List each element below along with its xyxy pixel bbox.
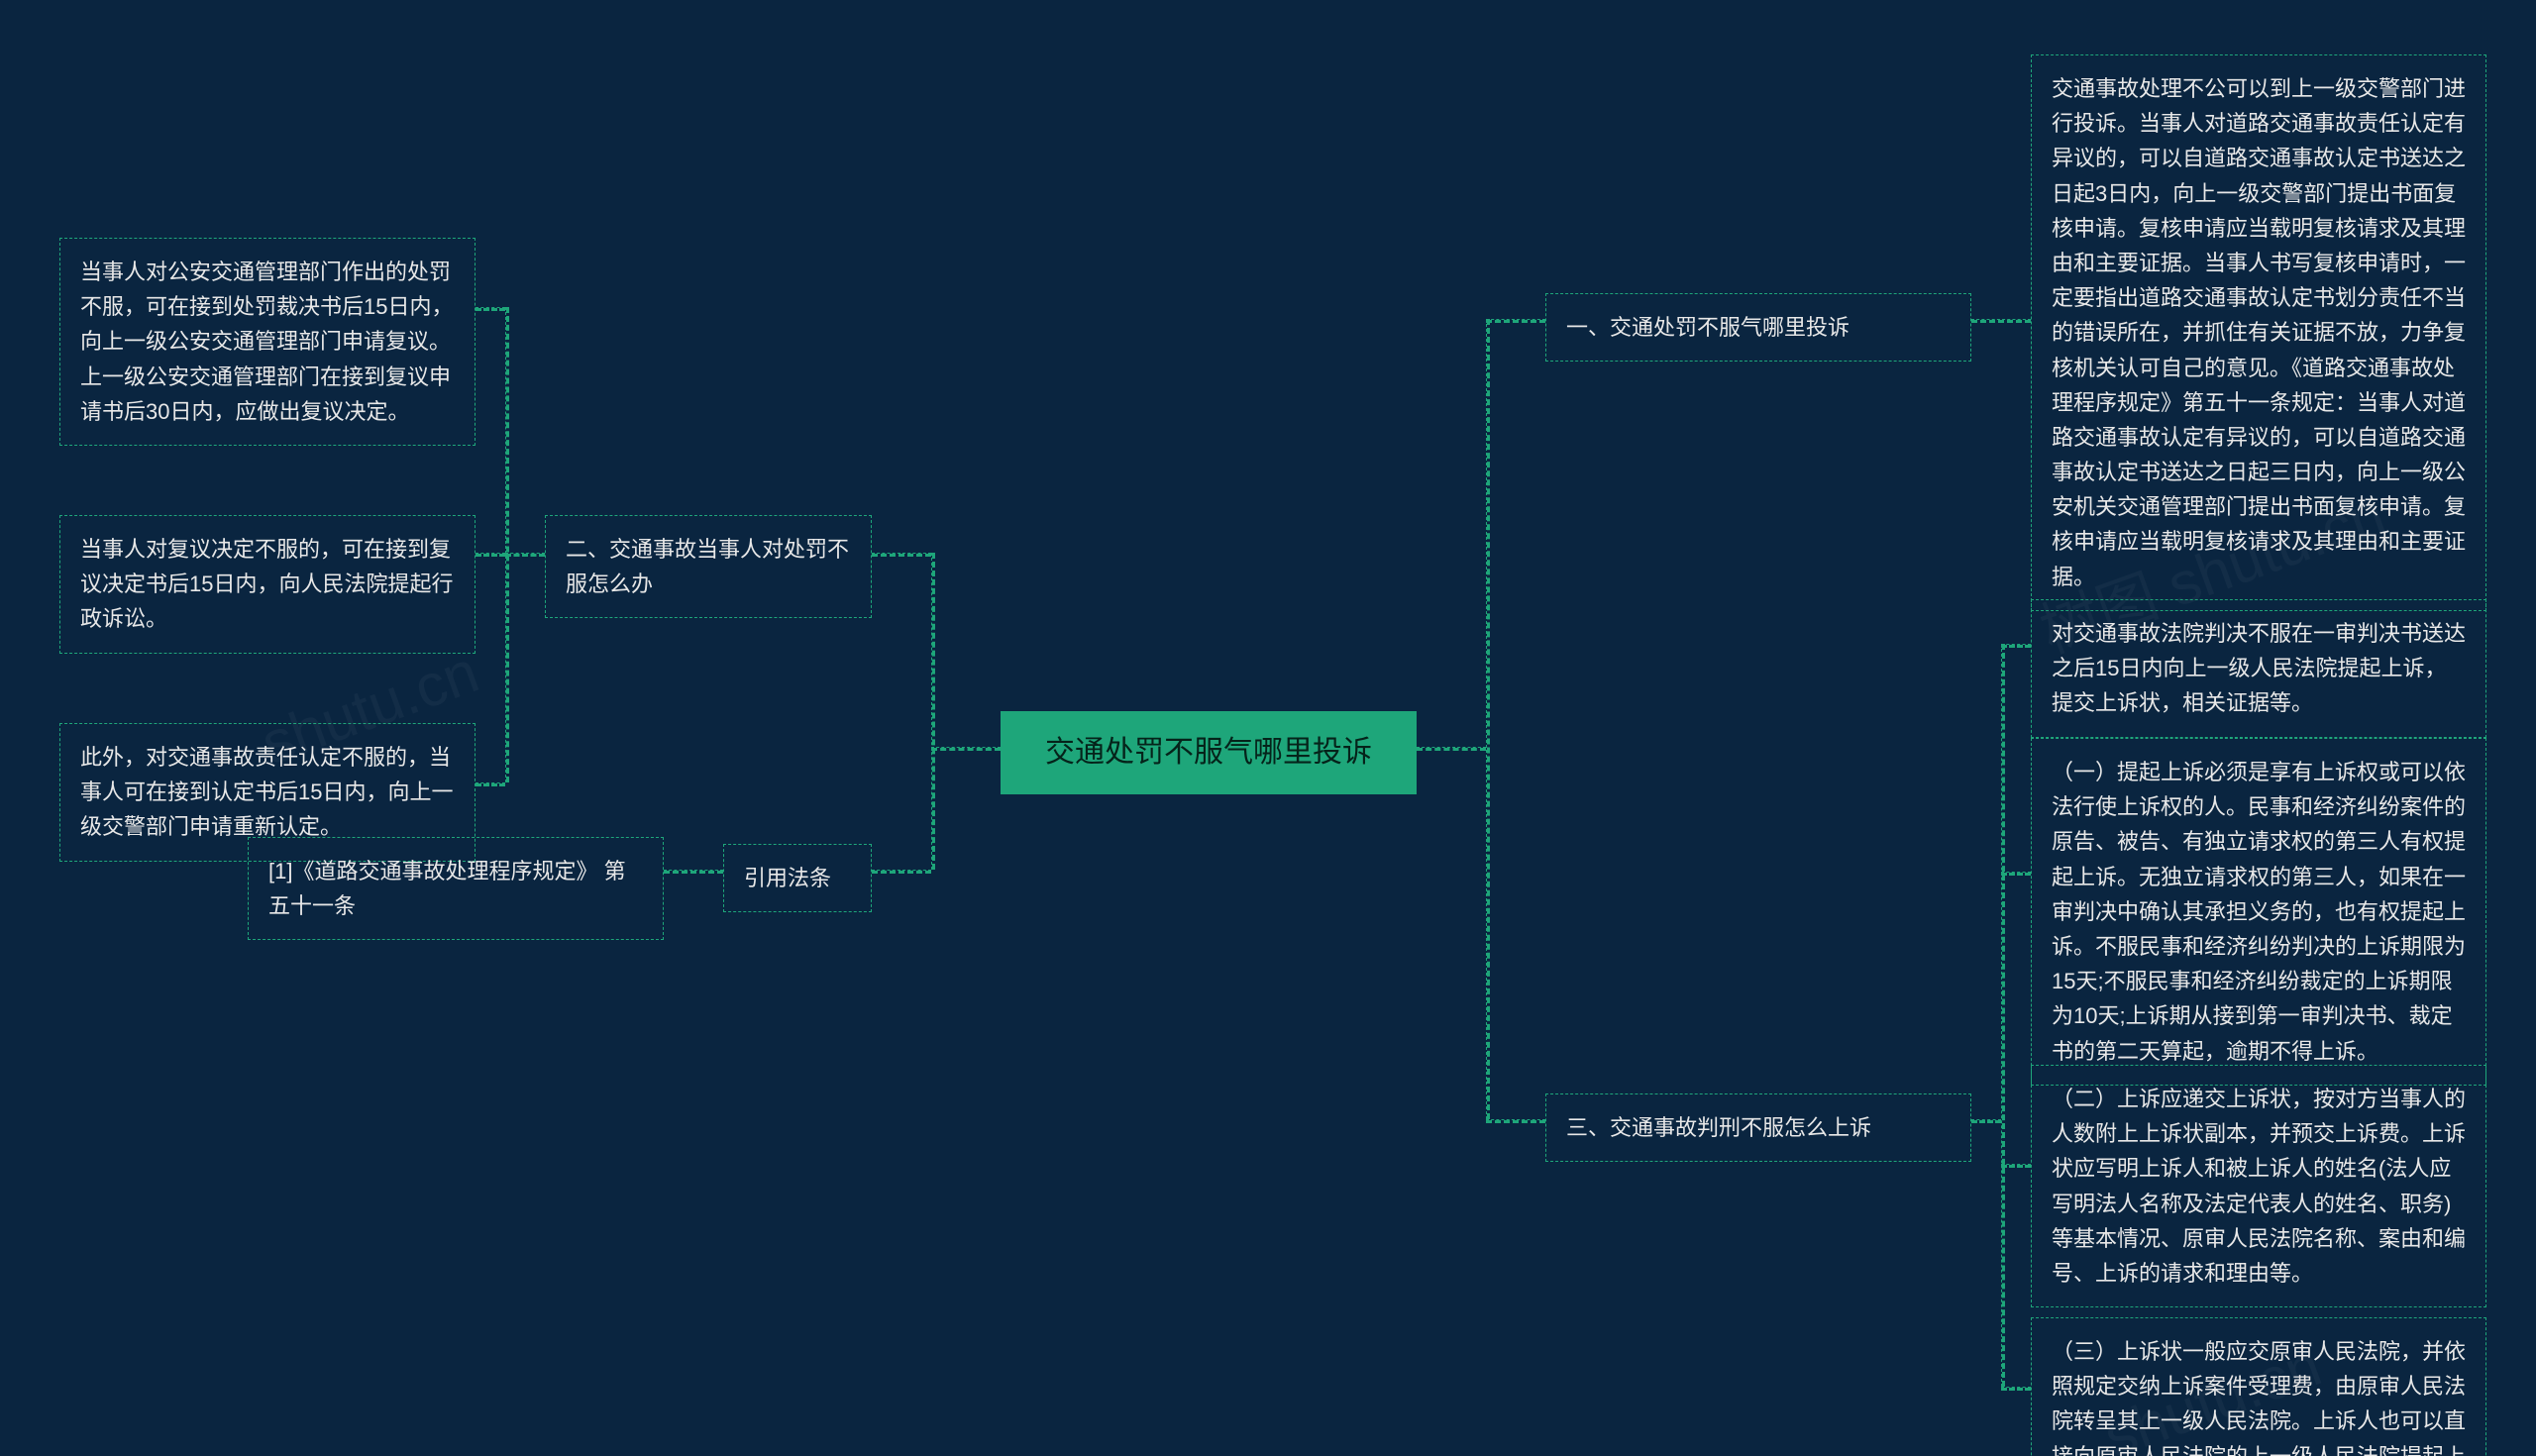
connector: [2001, 872, 2031, 876]
connector: [2001, 644, 2005, 1387]
connector: [2001, 644, 2031, 648]
connector: [2001, 1387, 2031, 1391]
connector: [505, 553, 545, 557]
connector: [1417, 747, 1486, 751]
branch-node[interactable]: 引用法条: [723, 844, 872, 912]
connector: [872, 870, 931, 874]
leaf-node: 当事人对公安交通管理部门作出的处罚不服，可在接到处罚裁决书后15日内，向上一级公…: [59, 238, 476, 446]
connector: [664, 870, 723, 874]
connector: [1971, 319, 2031, 323]
connector: [476, 553, 505, 557]
connector: [931, 747, 1001, 751]
connector: [1486, 319, 1545, 323]
leaf-node: （三）上诉状一般应交原审人民法院，并依照规定交纳上诉案件受理费，由原审人民法院转…: [2031, 1317, 2486, 1456]
connector: [476, 782, 505, 786]
connector: [1486, 1119, 1545, 1123]
branch-node[interactable]: 二、交通事故当事人对处罚不服怎么办: [545, 515, 872, 618]
leaf-node: （二）上诉应递交上诉状，按对方当事人的人数附上上诉状副本，并预交上诉费。上诉状应…: [2031, 1065, 2486, 1307]
branch-node[interactable]: 三、交通事故判刑不服怎么上诉: [1545, 1093, 1971, 1162]
connector: [931, 553, 935, 870]
root-node[interactable]: 交通处罚不服气哪里投诉: [1001, 711, 1417, 794]
leaf-node: （一）提起上诉必须是享有上诉权或可以依法行使上诉权的人。民事和经济纠纷案件的原告…: [2031, 738, 2486, 1086]
leaf-node: 对交通事故法院判决不服在一审判决书送达之后15日内向上一级人民法院提起上诉，提交…: [2031, 599, 2486, 738]
leaf-node: [1]《道路交通事故处理程序规定》 第五十一条: [248, 837, 664, 940]
connector: [1486, 319, 1490, 1119]
connector: [1971, 1119, 2001, 1123]
leaf-node: 当事人对复议决定不服的，可在接到复议决定书后15日内，向人民法院提起行政诉讼。: [59, 515, 476, 654]
connector: [505, 307, 509, 782]
connector: [872, 553, 931, 557]
branch-node[interactable]: 一、交通处罚不服气哪里投诉: [1545, 293, 1971, 362]
connector: [476, 307, 505, 311]
mindmap-canvas: shutu.cn 树图 shutu.cn shutu.cn 交通处罚不服气哪里投…: [0, 0, 2536, 1456]
leaf-node: 交通事故处理不公可以到上一级交警部门进行投诉。当事人对道路交通事故责任认定有异议…: [2031, 54, 2486, 611]
connector: [2001, 1164, 2031, 1168]
